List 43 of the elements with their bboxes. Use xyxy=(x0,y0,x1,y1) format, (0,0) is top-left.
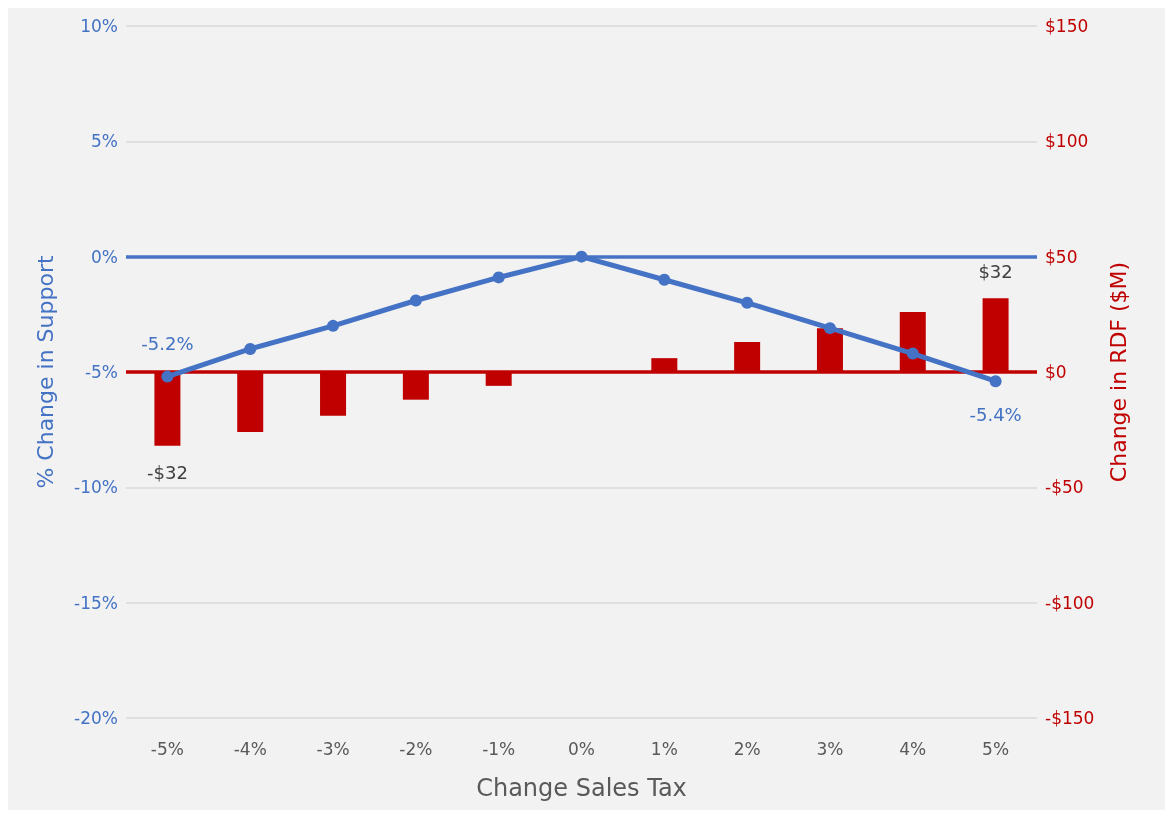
y2-tick-label: -$150 xyxy=(1045,708,1095,728)
y2-tick-label: $150 xyxy=(1045,16,1089,36)
point xyxy=(741,296,754,309)
x-tick-label: -1% xyxy=(482,738,516,759)
point xyxy=(244,342,257,355)
point xyxy=(906,347,919,360)
x-tick-label: 4% xyxy=(899,738,927,759)
x-tick-label: 0% xyxy=(568,738,595,759)
y2-tick-label: $100 xyxy=(1045,131,1089,152)
x-tick-label: 1% xyxy=(650,738,678,759)
y-tick-label: 5% xyxy=(91,131,118,152)
point xyxy=(989,375,1002,388)
data-label: -5.2% xyxy=(141,333,194,355)
x-axis-title: Change Sales Tax xyxy=(476,774,687,802)
y-axis-title: % Change in Support xyxy=(32,255,58,489)
x-tick-label: -4% xyxy=(233,738,267,759)
y-tick-label: -15% xyxy=(74,592,118,613)
y-tick-label: 10% xyxy=(80,16,118,36)
y2-axis-title: Change in RDF ($M) xyxy=(1105,261,1131,483)
x-tick-label: 3% xyxy=(816,738,844,759)
x-tick-label: -5% xyxy=(150,738,184,759)
y-tick-label: 0% xyxy=(91,246,118,267)
point xyxy=(575,250,588,263)
y-tick-label: -10% xyxy=(74,477,118,498)
point xyxy=(161,370,174,383)
data-label: -5.4% xyxy=(969,403,1022,425)
point xyxy=(492,271,505,284)
y-tick-label: -5% xyxy=(84,362,118,382)
x-tick-label: -3% xyxy=(316,738,350,759)
x-tick-label: -2% xyxy=(399,738,433,759)
y2-tick-label: $0 xyxy=(1045,362,1067,382)
data-label: -$32 xyxy=(146,462,188,484)
point xyxy=(327,319,340,332)
x-tick-label: 2% xyxy=(733,738,761,759)
point xyxy=(823,322,836,335)
y2-tick-label: -$100 xyxy=(1045,592,1095,613)
y2-tick-label: $50 xyxy=(1045,246,1078,267)
point xyxy=(658,273,671,286)
y2-tick-label: -$50 xyxy=(1045,477,1084,498)
point xyxy=(409,294,422,307)
y-tick-label: -20% xyxy=(74,708,118,728)
x-tick-label: 5% xyxy=(982,738,1010,759)
data-label: $32 xyxy=(978,260,1013,282)
